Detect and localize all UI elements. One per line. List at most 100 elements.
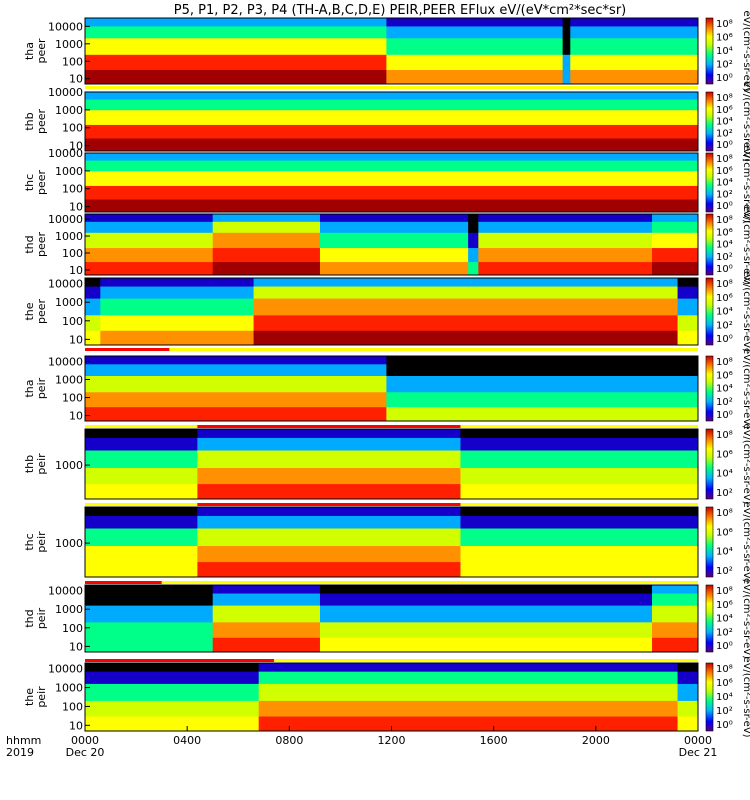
chart-title: P5, P1, P2, P3, P4 (TH-A,B,C,D,E) PEIR,P… [174, 3, 627, 18]
spectrogram-cell-3-2 [652, 605, 699, 623]
flag-bar-interval [85, 348, 170, 351]
colorbar-tick-label: 10⁸ [716, 664, 733, 675]
colorbar-tick-label: 10² [716, 60, 733, 71]
spectrogram-cell-1-1 [212, 247, 321, 263]
panel-frame [84, 17, 699, 85]
spectrogram-cell-1-0 [100, 330, 255, 346]
spectrogram-cell-1-4 [386, 356, 699, 365]
spectrogram-cell-2-4 [460, 429, 699, 438]
spectrogram-cell-2-4 [319, 214, 469, 222]
spectrogram-cell-1-2 [212, 232, 321, 249]
y-tick-label: 10 [69, 410, 83, 423]
spectrogram-cell-1-4 [212, 214, 321, 222]
colorbar-tick-label: 10⁸ [716, 154, 733, 165]
spectrogram-cell-3-2 [570, 37, 699, 55]
spectrogram-cell-3-1 [570, 54, 699, 70]
spectrogram-cell-0-4 [85, 214, 214, 222]
panel-frame [84, 355, 699, 422]
y-tick-label: 10000 [48, 585, 83, 598]
colorbar-label: eV/(cm²-s-sr-eV) [741, 348, 750, 429]
colorbar-tick-label: 10⁶ [716, 293, 733, 304]
y-tick-label: 10 [69, 719, 83, 732]
colorbar-tick-label: 10⁸ [716, 357, 733, 368]
colorbar-tick-label: 10⁴ [716, 469, 733, 480]
spectrogram-cell-0-0 [85, 716, 260, 732]
colorbar-tick-label: 10⁶ [716, 105, 733, 116]
colorbar-tick-label: 10⁶ [716, 166, 733, 177]
flag-bar-interval [85, 581, 162, 584]
colorbar-tick-label: 10⁴ [716, 240, 733, 251]
spectrogram-cell-1-0 [258, 716, 679, 732]
spectrogram-cell-0-3 [85, 25, 387, 39]
spectrogram-cell-1-0 [212, 261, 321, 276]
spectrogram-cell-3-2 [468, 232, 479, 249]
spectrogram-cell-5-3 [652, 221, 699, 233]
spectrogram-cell-5-1 [652, 247, 699, 263]
spectrogram-cell-1-3 [100, 286, 255, 299]
spectrogram-cell-2-1 [562, 54, 571, 70]
spectrogram-cell-2-4 [460, 507, 699, 516]
colorbar-tick-label: 10² [716, 320, 733, 331]
spectrogram-cell-1-2 [212, 605, 321, 623]
spectrogram-cell-5-2 [652, 232, 699, 249]
y-tick-label: 10000 [48, 355, 83, 368]
spectrogram-cell-1-0 [386, 69, 564, 85]
spectrogram-cell-1-2 [258, 683, 679, 701]
spectrogram-cell-1-3 [258, 671, 679, 684]
colorbar-tick-label: 10⁸ [716, 215, 733, 226]
spectrogram-cell-0-3 [85, 593, 214, 606]
colorbar [705, 584, 714, 653]
spectrogram-cell-0-4 [85, 429, 198, 438]
spectrogram-cell-1-2 [197, 450, 461, 468]
colorbar-tick-label: 10⁸ [716, 586, 733, 597]
panel-frame [84, 277, 699, 346]
y-tick-label: 10 [69, 333, 83, 346]
spectrogram-cell-4-3 [478, 221, 653, 233]
spectrogram-cell-2-2 [319, 605, 653, 623]
flag-bar-background [85, 86, 698, 89]
spectrogram-cell-0-0 [85, 330, 101, 346]
spectrogram-cell-0-4 [85, 663, 260, 672]
spectrogram-cell-2-3 [677, 671, 699, 684]
spectrogram-cell-1-0 [197, 561, 461, 578]
colorbar-tick-label: 10⁶ [716, 370, 733, 381]
y-tick-label: 100 [62, 315, 83, 328]
spectrogram-cell-0-2 [85, 232, 214, 249]
colorbar-tick-label: 10⁰ [716, 720, 733, 731]
y-tick-label: 1000 [55, 296, 83, 309]
y-tick-label: 10000 [48, 213, 83, 226]
colorbar-label: eV/(cm²-s-sr-eV) [741, 10, 750, 91]
spectrogram-cell-2-2 [460, 528, 699, 546]
colorbar-label: eV/(cm²-s-sr-eV) [741, 142, 750, 223]
y-tick-label: 100 [62, 622, 83, 635]
spectrogram-cell-0-2 [85, 109, 699, 125]
spectrogram-cell-0-0 [85, 561, 198, 578]
spectrogram-cell-3-0 [468, 261, 479, 276]
spectrogram-cell-0-1 [85, 314, 101, 331]
spectrogram-cell-0-1 [85, 621, 214, 638]
spectrogram-cell-2-4 [319, 585, 653, 594]
spectrogram-cell-0-3 [85, 437, 198, 451]
panel-frame [84, 506, 699, 578]
x-tick-date-label: Dec 20 [66, 746, 105, 759]
y-axis-label: thdpeer [23, 232, 48, 258]
spectrogram-cell-0-4 [85, 585, 214, 594]
y-tick-label: 1000 [55, 165, 83, 178]
y-tick-label: 1000 [55, 230, 83, 243]
spectrogram-cell-1-2 [386, 37, 564, 55]
spectrogram-cell-2-1 [677, 700, 699, 717]
colorbar-label: eV/(cm²-s-sr-eV) [741, 204, 750, 285]
y-tick-label: 100 [62, 392, 83, 405]
spectrogram-cell-1-2 [197, 528, 461, 546]
colorbar-tick-label: 10⁰ [716, 334, 733, 345]
spectrogram-cell-0-3 [85, 99, 699, 111]
y-tick-label: 100 [62, 700, 83, 713]
x-tick-label: 0000 [684, 734, 712, 747]
y-tick-label: 10000 [48, 278, 83, 291]
spectrogram-cell-0-2 [85, 170, 699, 186]
colorbar-tick-label: 10⁴ [716, 614, 733, 625]
spectrogram-cell-0-4 [85, 18, 387, 27]
